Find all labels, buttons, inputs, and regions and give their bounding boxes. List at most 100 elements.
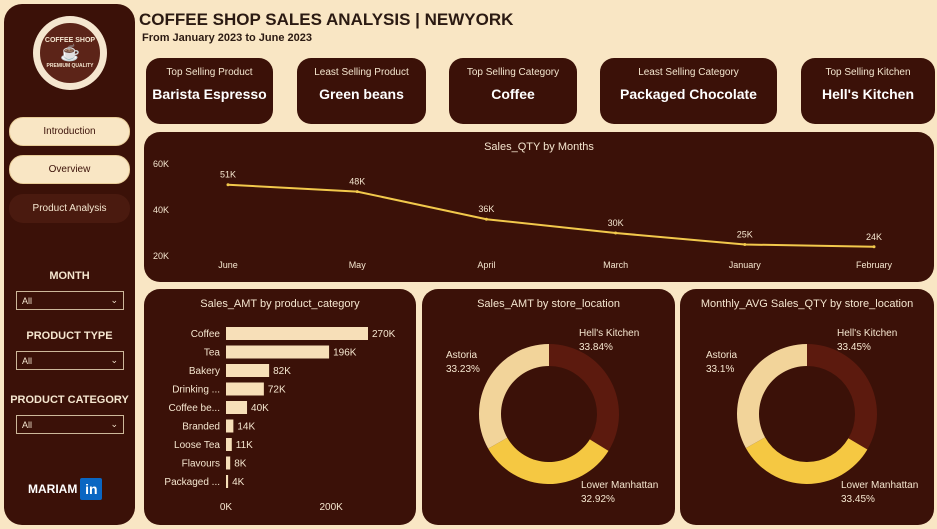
line-point[interactable]: [484, 217, 488, 221]
slice-value-label: 33.84%: [579, 342, 613, 353]
bar[interactable]: [226, 438, 232, 451]
x-tick-label: January: [729, 260, 762, 270]
donut-slice[interactable]: [488, 437, 609, 484]
donut-chart-svg: Hell's Kitchen 33.45% Lower Manhattan 33.45…: [706, 328, 918, 505]
bar-data-label: 14K: [237, 422, 255, 433]
slice-value-label: 32.92%: [581, 494, 615, 505]
bar-category-label: Branded: [182, 422, 220, 433]
line-point[interactable]: [872, 245, 876, 249]
kpi-label: Least Selling Product: [314, 67, 409, 78]
bar-category-label: Coffee be...: [168, 403, 220, 414]
kpi-label: Least Selling Category: [638, 67, 739, 78]
slice-name-label: Hell's Kitchen: [579, 328, 639, 339]
nav-overview-button[interactable]: Overview: [9, 155, 130, 184]
slice-name-label: Lower Manhattan: [841, 480, 918, 491]
bar-data-label: 40K: [251, 403, 269, 414]
y-tick-label: 60K: [153, 159, 169, 169]
author-brand[interactable]: MARIAM in: [28, 478, 103, 500]
slice-name-label: Astoria: [446, 350, 478, 361]
kpi-value: Barista Espresso: [152, 86, 267, 102]
bar[interactable]: [226, 475, 229, 488]
page-title: COFFEE SHOP SALES ANALYSIS | NEWYORK: [139, 10, 514, 29]
line-point[interactable]: [355, 190, 359, 194]
bar[interactable]: [226, 456, 231, 470]
y-tick-label: 40K: [153, 205, 169, 215]
month-filter-label: MONTH: [49, 270, 90, 282]
x-tick-label: 0K: [220, 502, 233, 513]
bar-category-label: Bakery: [189, 366, 220, 377]
sales-amt-bar-chart-panel: Sales_AMT by product_category Coffee 270K…: [144, 289, 416, 525]
donut-chart-svg: Hell's Kitchen 33.84% Lower Manhattan 32.92…: [446, 328, 658, 505]
bar[interactable]: [226, 345, 330, 359]
coffee-cup-icon: ☕: [60, 45, 80, 63]
slice-name-label: Lower Manhattan: [581, 480, 658, 491]
chart-title: Monthly_AVG Sales_QTY by store_location: [700, 298, 914, 310]
kpi-label: Top Selling Product: [166, 67, 253, 78]
page-subtitle: From January 2023 to June 2023: [142, 32, 312, 44]
nav-introduction-button[interactable]: Introduction: [9, 117, 130, 146]
kpi-card-least-product: Least Selling Product Green beans: [297, 58, 426, 124]
slice-value-label: 33.1%: [706, 364, 734, 375]
bar-data-label: 270K: [372, 329, 396, 340]
bar-data-label: 82K: [273, 366, 291, 377]
series-line: [227, 183, 875, 248]
chevron-down-icon: ⌄: [110, 419, 118, 429]
linkedin-icon[interactable]: in: [80, 478, 103, 500]
data-label: 25K: [737, 230, 753, 240]
bar-data-label: 72K: [268, 385, 286, 396]
donut-slice[interactable]: [737, 344, 807, 449]
donut-slice[interactable]: [479, 343, 549, 449]
bar[interactable]: [226, 364, 270, 377]
chevron-down-icon: ⌄: [110, 295, 118, 305]
donut-slice[interactable]: [807, 344, 877, 450]
chart-title: Sales_QTY by Months: [484, 141, 594, 153]
slice-name-label: Astoria: [706, 350, 738, 361]
kpi-card-top-category: Top Selling Category Coffee: [449, 58, 577, 124]
data-label: 30K: [608, 218, 624, 228]
line-point[interactable]: [614, 231, 618, 235]
kpi-label: Top Selling Category: [466, 67, 560, 78]
slice-value-label: 33.23%: [446, 364, 480, 375]
line-chart-svg: 60K 40K 20K 51K June 48K May 36K April 30K March 25…: [153, 159, 893, 270]
logo-top-text: COFFEE SHOP: [44, 36, 96, 44]
kpi-value: Hell's Kitchen: [821, 86, 915, 102]
kpi-value: Coffee: [491, 86, 535, 102]
bar-category-label: Coffee: [191, 329, 221, 340]
bar-data-label: 11K: [236, 440, 253, 451]
slice-name-label: Hell's Kitchen: [837, 328, 897, 339]
bar[interactable]: [226, 419, 234, 433]
bar-category-label: Drinking ...: [172, 385, 220, 396]
kpi-label: Top Selling Kitchen: [825, 67, 911, 78]
logo-bottom-text: PREMIUM QUALITY: [46, 62, 94, 69]
monthly-avg-donut-panel: Monthly_AVG Sales_QTY by store_location …: [680, 289, 934, 525]
product-category-filter-label: PRODUCT CATEGORY: [10, 394, 129, 406]
bar[interactable]: [226, 327, 368, 340]
product-category-filter-select[interactable]: All ⌄: [16, 415, 124, 434]
month-filter-select[interactable]: All ⌄: [16, 291, 124, 310]
product-type-filter-label: PRODUCT TYPE: [26, 330, 113, 342]
bar[interactable]: [226, 382, 264, 396]
chevron-down-icon: ⌄: [110, 355, 118, 365]
data-label: 24K: [866, 232, 882, 242]
sales-qty-line-chart-panel: Sales_QTY by Months 60K 40K 20K 51K June 48K M…: [144, 132, 934, 282]
sales-amt-donut-panel: Sales_AMT by store_location Hell's Kitch…: [422, 289, 675, 525]
product-type-filter-value: All: [22, 355, 33, 366]
kpi-card-top-kitchen: Top Selling Kitchen Hell's Kitchen: [801, 58, 935, 124]
data-label: 51K: [220, 170, 236, 180]
nav-product-analysis-button[interactable]: Product Analysis: [9, 194, 130, 223]
x-tick-label: March: [603, 260, 628, 270]
line-point[interactable]: [743, 243, 747, 246]
line-point[interactable]: [226, 183, 230, 187]
x-tick-label: June: [218, 260, 238, 270]
bar-category-label: Flavours: [182, 459, 220, 470]
bar-category-label: Packaged ...: [164, 477, 220, 488]
kpi-value: Packaged Chocolate: [620, 86, 757, 102]
product-type-filter-select[interactable]: All ⌄: [16, 351, 124, 370]
donut-slice[interactable]: [745, 437, 868, 485]
data-label: 48K: [349, 177, 365, 187]
bar[interactable]: [226, 401, 248, 414]
bar-data-label: 4K: [232, 477, 245, 488]
coffee-shop-logo: COFFEE SHOP ☕ PREMIUM QUALITY: [33, 16, 107, 90]
product-category-filter-value: All: [22, 419, 33, 430]
donut-slice[interactable]: [549, 344, 619, 451]
